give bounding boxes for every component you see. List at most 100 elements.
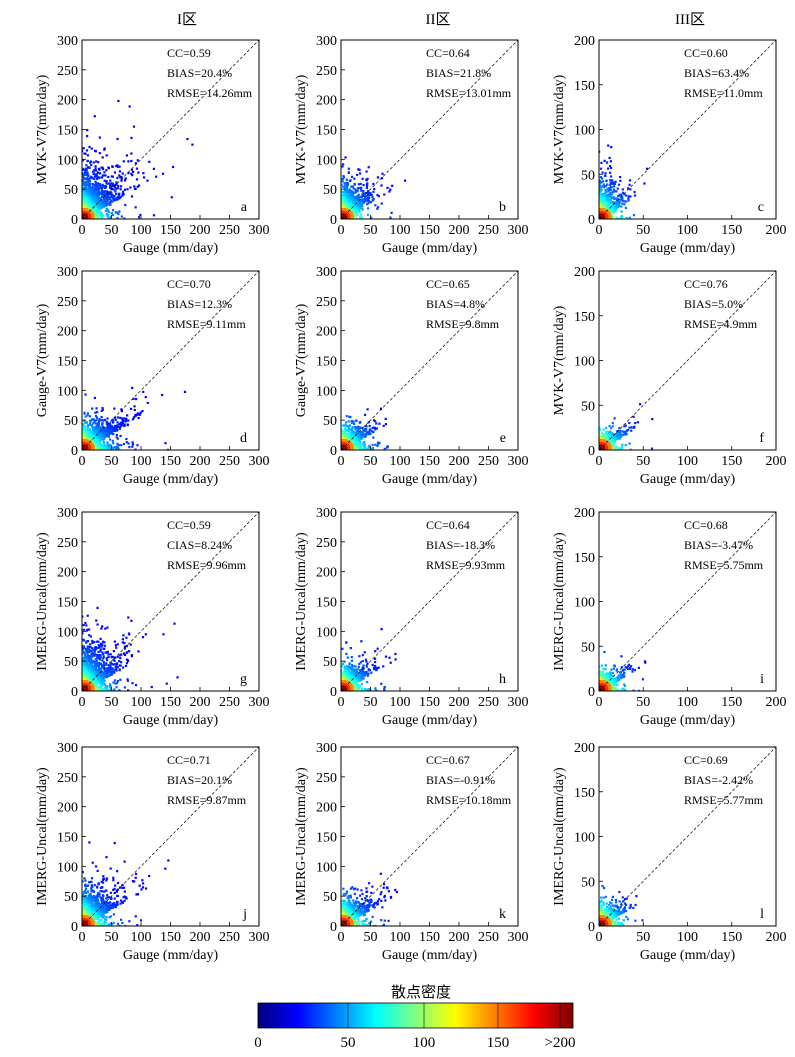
scatter-point [85,149,89,152]
scatter-point [346,199,349,202]
scatter-point [126,414,129,417]
scatter-point [599,150,601,153]
scatter-point [356,198,359,202]
scatter-point [354,428,357,431]
scatter-point [367,207,370,210]
scatter-point [94,167,97,170]
x-tick-label: 50 [105,223,119,238]
scatter-point [376,444,379,447]
y-tick-label: 150 [574,79,595,94]
scatter-point [123,179,127,182]
scatter-point [381,172,384,175]
scatter-point [619,179,622,182]
scatter-point [131,445,134,448]
scatter-point [388,190,391,193]
scatter-point [347,190,350,194]
scatter-point [102,185,105,188]
scatter-point [86,412,90,415]
scatter-point [101,444,104,448]
scatter-point [375,422,378,425]
scatter-point [359,204,362,208]
scatter-point [359,213,362,216]
scatter-point [112,447,115,450]
scatter-point [116,186,119,190]
scatter-point [94,186,97,189]
scatter-point [111,418,114,421]
y-tick-label: 100 [57,153,78,168]
scatter-point [82,197,84,200]
scatter-point [97,431,100,434]
scatter-point [100,443,103,446]
scatter-point [618,193,621,196]
scatter-point [82,434,84,437]
scatter-point [356,443,359,447]
scatter-point [624,206,628,210]
scatter-point [92,172,95,176]
y-axis-label: Gauge-V7(mm/day) [35,303,50,417]
scatter-point [360,434,364,438]
scatter-point [353,183,356,186]
scatter-point [131,441,134,444]
scatter-point [122,190,125,193]
scatter-point [155,175,158,178]
scatter-point [389,188,392,191]
scatter-point [361,177,364,180]
scatter-point [130,159,133,163]
scatter-point [97,444,100,448]
scatter-point [347,167,350,170]
x-tick-label: 150 [419,223,440,238]
scatter-point [105,154,108,157]
scatter-point [605,179,608,183]
y-axis-label: MVK-V7(mm/day) [35,74,50,184]
scatter-point [372,182,375,186]
scatter-point [111,184,114,187]
scatter-point [112,198,115,202]
scatter-point [357,197,361,200]
scatter-point [627,187,630,190]
scatter-point [354,443,357,446]
scatter-point [86,414,89,417]
y-tick-label: 250 [316,64,337,79]
scatter-point [125,418,128,421]
scatter-point [83,419,86,422]
scatter-point [610,182,613,186]
scatter-point [345,425,348,428]
scatter-point [109,444,113,447]
scatter-point [360,426,363,429]
scatter-point [100,186,104,190]
scatter-point [90,176,94,180]
scatter-point [96,424,99,427]
scatter-point [354,205,357,209]
scatter-point [116,421,119,424]
scatter-point [111,200,114,203]
scatter-point [364,433,367,436]
scatter-point [365,203,369,206]
scatter-point [99,185,102,188]
scatter-point [90,424,94,427]
scatter-point [601,177,604,180]
scatter-point [91,407,94,410]
scatter-point [363,435,366,439]
scatter-point [86,426,90,429]
scatter-point [111,208,115,212]
scatter-point [374,443,377,446]
scatter-point [104,201,107,204]
scatter-point [619,198,622,201]
scatter-point [117,212,120,216]
scatter-point [91,426,94,430]
scatter-point [617,206,620,209]
scatter-point [101,168,105,171]
scatter-point [88,415,92,418]
scatter-point [360,189,363,192]
scatter-point [82,431,84,434]
scatter-point [82,168,85,172]
scatter-point [94,165,97,168]
x-tick-label: 300 [249,454,270,469]
scatter-point [354,196,357,199]
scatter-point [617,183,621,186]
y-tick-label: 0 [71,213,78,228]
scatter-point [105,422,108,425]
scatter-point [342,163,345,166]
scatter-point [341,424,345,427]
stat-label: RMSE=11.0mm [684,86,763,100]
